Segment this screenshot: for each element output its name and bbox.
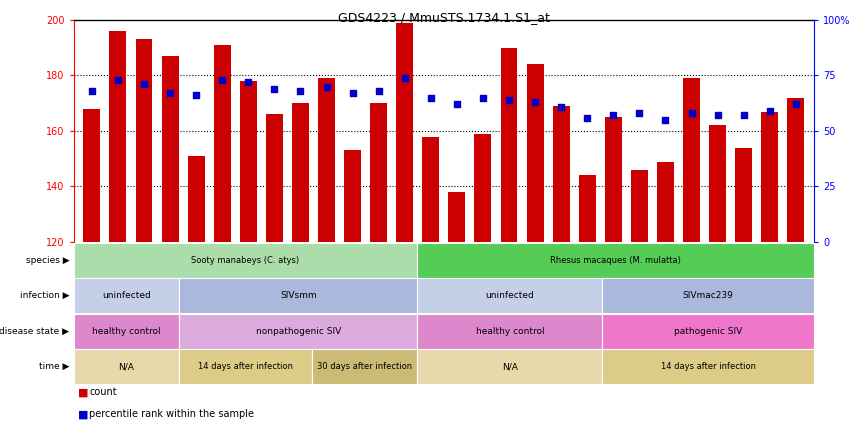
Bar <box>397 23 413 242</box>
Bar <box>344 151 361 242</box>
Point <box>137 81 151 88</box>
Point <box>737 112 751 119</box>
Bar <box>501 48 518 242</box>
Point <box>346 90 359 97</box>
Bar <box>657 162 674 242</box>
Bar <box>136 40 152 242</box>
Point <box>685 110 699 117</box>
Point <box>372 87 385 95</box>
Point <box>268 85 281 92</box>
Text: 30 days after infection: 30 days after infection <box>317 362 412 371</box>
Bar <box>449 192 465 242</box>
Text: healthy control: healthy control <box>92 327 161 336</box>
Text: SIVmac239: SIVmac239 <box>682 291 734 300</box>
Point <box>554 103 568 110</box>
Bar <box>188 156 204 242</box>
Bar <box>109 31 126 242</box>
Point <box>216 76 229 83</box>
Bar <box>787 98 805 242</box>
Bar <box>370 103 387 242</box>
Point <box>242 79 255 86</box>
Bar <box>318 78 335 242</box>
Bar <box>266 114 283 242</box>
Bar <box>214 45 230 242</box>
Bar <box>527 64 544 242</box>
Bar <box>709 126 726 242</box>
Bar <box>683 78 700 242</box>
Text: GDS4223 / MmuSTS.1734.1.S1_at: GDS4223 / MmuSTS.1734.1.S1_at <box>338 11 550 24</box>
Point <box>163 90 177 97</box>
Point <box>580 114 594 121</box>
Point <box>320 83 333 90</box>
Text: count: count <box>89 387 117 397</box>
Text: N/A: N/A <box>502 362 518 371</box>
Text: SIVsmm: SIVsmm <box>280 291 317 300</box>
Text: ■: ■ <box>78 387 88 397</box>
Text: 14 days after infection: 14 days after infection <box>198 362 293 371</box>
Point <box>763 107 777 115</box>
Bar <box>604 117 622 242</box>
Bar <box>475 134 491 242</box>
Text: disease state ▶: disease state ▶ <box>0 327 69 336</box>
Point <box>528 99 542 106</box>
Bar <box>735 147 752 242</box>
Point <box>450 101 464 108</box>
Point <box>502 96 516 103</box>
Text: ■: ■ <box>78 409 88 420</box>
Text: N/A: N/A <box>119 362 134 371</box>
Text: uninfected: uninfected <box>102 291 151 300</box>
Point <box>423 94 437 101</box>
Point <box>789 101 803 108</box>
Point <box>632 110 646 117</box>
Point <box>606 112 620 119</box>
Point <box>658 116 672 123</box>
Bar <box>553 106 570 242</box>
Text: 14 days after infection: 14 days after infection <box>661 362 756 371</box>
Point <box>85 87 99 95</box>
Text: time ▶: time ▶ <box>39 362 69 371</box>
Text: nonpathogenic SIV: nonpathogenic SIV <box>255 327 341 336</box>
Text: infection ▶: infection ▶ <box>20 291 69 300</box>
Bar <box>423 137 439 242</box>
Bar <box>761 111 779 242</box>
Point <box>397 74 411 81</box>
Bar <box>292 103 309 242</box>
Point <box>294 87 307 95</box>
Text: Sooty manabeys (C. atys): Sooty manabeys (C. atys) <box>191 256 300 265</box>
Text: Rhesus macaques (M. mulatta): Rhesus macaques (M. mulatta) <box>550 256 682 265</box>
Text: species ▶: species ▶ <box>26 256 69 265</box>
Point <box>711 112 725 119</box>
Point <box>189 92 203 99</box>
Text: pathogenic SIV: pathogenic SIV <box>674 327 742 336</box>
Text: percentile rank within the sample: percentile rank within the sample <box>89 409 255 420</box>
Bar <box>162 56 178 242</box>
Bar <box>578 175 596 242</box>
Bar <box>240 81 256 242</box>
Point <box>476 94 490 101</box>
Point <box>111 76 125 83</box>
Bar <box>631 170 648 242</box>
Text: healthy control: healthy control <box>475 327 544 336</box>
Bar <box>83 109 100 242</box>
Text: uninfected: uninfected <box>486 291 534 300</box>
